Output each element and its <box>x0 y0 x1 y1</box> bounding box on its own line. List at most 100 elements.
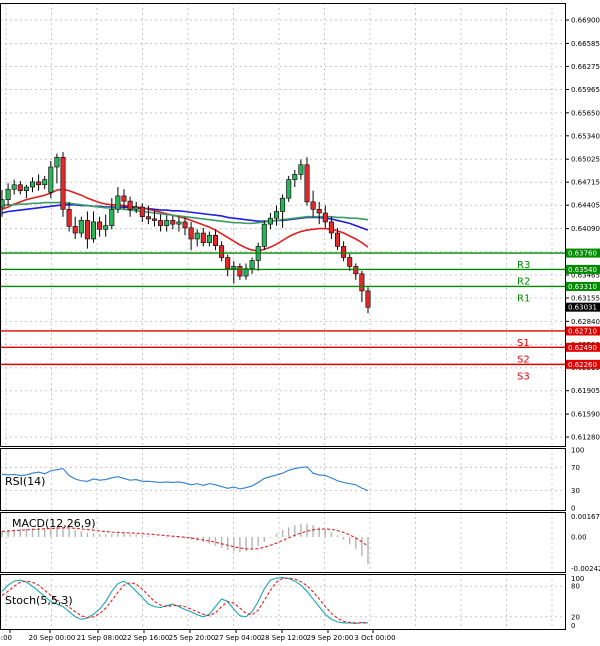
time-tick-label: 25 Sep 20:00 <box>169 634 216 642</box>
candle-body <box>5 188 11 200</box>
candle-body <box>249 260 255 269</box>
price-tick-label: 0.63155 <box>571 294 600 302</box>
candle-body <box>72 226 78 234</box>
price-tick-label: 0.66900 <box>571 17 600 25</box>
rsi-tick-label: 30 <box>571 487 580 495</box>
candle-body <box>48 166 54 193</box>
price-tick-label: 0.65340 <box>571 132 600 140</box>
time-tick-label: 27 Sep 04:00 <box>215 634 262 642</box>
candle-body <box>292 174 298 180</box>
candle-body <box>243 268 249 277</box>
macd-pane-frame <box>0 512 566 573</box>
time-tick-label: 21 Sep 08:00 <box>77 634 124 642</box>
time-tick-label: 22 Sep 16:00 <box>123 634 170 642</box>
time-tick-label: 29 Sep 20:00 <box>307 634 354 642</box>
candle-body <box>66 208 72 227</box>
candle-body <box>353 266 359 275</box>
candle-body <box>11 184 17 190</box>
price-tick-label: 0.62840 <box>571 318 600 326</box>
candle-body <box>29 181 35 188</box>
pivot-price-tag-label: 0.63310 <box>568 283 597 291</box>
pivot-label-r2: R2 <box>517 276 530 287</box>
candle-body <box>200 232 206 243</box>
pivot-price-tag-label: 0.63540 <box>568 266 597 274</box>
time-tick-label: 3 Oct 00:00 <box>354 634 395 642</box>
candle-body <box>231 266 237 269</box>
pivot-price-tag <box>566 264 600 274</box>
candle-body <box>280 197 286 212</box>
pivot-label-s2: S2 <box>517 354 530 365</box>
price-tick-label: 0.64090 <box>571 225 600 233</box>
pivot-price-tag <box>566 281 600 291</box>
macd-tick-label: 0.001677 <box>571 513 600 521</box>
candle-body <box>237 266 243 277</box>
pivot-price-tag-label: 0.62710 <box>568 327 597 335</box>
candle-body <box>304 164 310 203</box>
price-pane-frame <box>0 3 566 447</box>
candle-body <box>334 232 340 247</box>
pivot-price-tag <box>566 342 600 352</box>
pivot-price-tag <box>566 248 600 258</box>
pivot-label-s1: S1 <box>517 338 530 349</box>
rsi-title: RSI(14) <box>5 475 45 488</box>
pivot-price-tag <box>566 326 600 336</box>
time-tick-label: 20 Sep 00:00 <box>29 634 76 642</box>
candle-body <box>298 164 304 175</box>
pivot-price-tag-label: 0.62260 <box>568 361 597 369</box>
candle-body <box>84 220 90 240</box>
time-tick-label: 28 Sep 12:00 <box>261 634 308 642</box>
stoch-tick-label: 0 <box>571 622 575 630</box>
candle-body <box>261 223 267 247</box>
candle-body <box>97 221 103 230</box>
candle-body <box>36 181 42 186</box>
candle-body <box>365 290 371 308</box>
price-tick-label: 0.63465 <box>571 271 600 279</box>
price-tick-label: 0.61590 <box>571 411 600 419</box>
stoch-tick-label: 20 <box>571 613 580 621</box>
candle-body <box>115 195 121 210</box>
price-tick-label: 0.65025 <box>571 156 600 164</box>
price-tick-label: 0.61905 <box>571 387 600 395</box>
candle-body <box>54 157 60 168</box>
candle-body <box>206 234 212 243</box>
candle-body <box>176 221 182 225</box>
candle-body <box>316 208 322 214</box>
macd-pane: 0.001677 0.00 -0.002421 MACD(12,26,9) <box>0 512 600 573</box>
candle-body <box>267 217 273 225</box>
candle-body <box>91 221 97 240</box>
candle-body <box>158 220 164 226</box>
candle-body <box>127 200 133 210</box>
candle-body <box>194 232 200 240</box>
price-tick-label: 0.64405 <box>571 202 600 210</box>
stoch-tick-label: 100 <box>571 575 584 583</box>
candle-body <box>310 201 316 210</box>
candle-body <box>60 157 66 210</box>
candle-body <box>139 206 145 218</box>
price-tick-label: 0.65965 <box>571 86 600 94</box>
rsi-line <box>1 466 369 492</box>
candle-body <box>182 221 188 229</box>
stoch-signal-line <box>1 577 368 624</box>
macd-tick-label: -0.002421 <box>571 565 600 573</box>
price-tick-label: 0.65650 <box>571 109 600 117</box>
rsi-tick-label: 100 <box>571 447 584 455</box>
candle-body <box>42 179 48 186</box>
candle-body <box>152 218 158 221</box>
macd-tick-label: 0.00 <box>571 533 587 541</box>
stoch-title: Stoch(5,5,3) <box>5 594 73 607</box>
candle-body <box>322 212 328 223</box>
candle-body <box>213 234 219 246</box>
candle-body <box>164 220 170 226</box>
stoch-pane-frame <box>0 574 566 630</box>
candle-body <box>17 184 23 192</box>
macd-title: MACD(12,26,9) <box>12 517 96 530</box>
candle-body <box>328 221 334 234</box>
price-tick-label: 0.66275 <box>571 63 600 71</box>
time-tick-label: 19 Sep 16:00 <box>0 634 12 642</box>
candle-body <box>170 220 176 225</box>
pivot-price-tag <box>566 359 600 369</box>
candle-body <box>359 273 365 292</box>
